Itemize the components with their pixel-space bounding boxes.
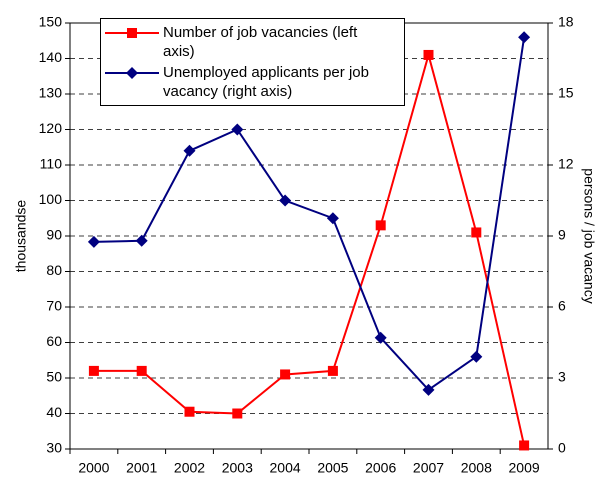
x-tick-label: 2000: [78, 460, 109, 476]
series-line: [93, 51, 526, 446]
marker: [126, 67, 138, 79]
marker: [326, 212, 339, 225]
marker: [87, 235, 100, 248]
marker: [280, 369, 291, 380]
series-line: [93, 37, 526, 392]
marker: [183, 144, 196, 157]
x-tick-label: 2002: [174, 460, 205, 476]
y-tick-label: 90: [46, 227, 62, 243]
y-tick-label: 120: [39, 120, 63, 136]
marker: [327, 365, 338, 376]
y-tick-label: 40: [46, 404, 62, 420]
x-tick-label: 2007: [413, 460, 444, 476]
legend-label: Unemployed applicants per job vacancy (r…: [163, 64, 369, 100]
legend: Number of job vacancies (left axis) Unemp…: [100, 18, 405, 106]
x-tick-label: 2003: [222, 460, 253, 476]
y-tick-label: 60: [46, 333, 62, 349]
x-tick-label: 2008: [461, 460, 492, 476]
marker: [518, 31, 531, 44]
marker: [471, 227, 482, 238]
marker: [374, 331, 387, 344]
x-tick-label: 2001: [126, 460, 157, 476]
legend-item: Unemployed applicants per job vacancy (r…: [101, 63, 404, 101]
y-tick-label: 30: [46, 440, 62, 456]
legend-item: Number of job vacancies (left axis): [101, 23, 404, 61]
x-tick-label: 2009: [509, 460, 540, 476]
marker: [231, 123, 244, 136]
marker: [88, 365, 99, 376]
legend-key: [105, 28, 159, 38]
y2-tick-label: 15: [558, 85, 574, 101]
marker: [519, 440, 530, 451]
marker: [232, 408, 243, 419]
marker: [422, 383, 435, 396]
marker: [184, 406, 195, 417]
marker: [279, 194, 292, 207]
y2-tick-label: 9: [558, 227, 566, 243]
y2-tick-label: 18: [558, 14, 574, 30]
y-tick-label: 50: [46, 369, 62, 385]
legend-key: [105, 67, 159, 79]
y-tick-label: 70: [46, 298, 62, 314]
x-tick-label: 2004: [270, 460, 301, 476]
y2-tick-label: 0: [558, 440, 566, 456]
y-tick-label: 80: [46, 262, 62, 278]
y2-tick-label: 3: [558, 369, 566, 385]
marker: [375, 220, 386, 231]
y2-tick-label: 12: [558, 156, 574, 172]
y-tick-label: 110: [40, 156, 63, 172]
x-tick-label: 2006: [365, 460, 396, 476]
y2-tick-label: 6: [558, 298, 566, 314]
y2-axis-title: persons / job vacancy: [581, 168, 597, 303]
y-tick-label: 100: [39, 191, 63, 207]
marker: [127, 28, 137, 38]
marker: [470, 350, 483, 363]
y-tick-label: 140: [39, 49, 63, 65]
marker: [136, 365, 147, 376]
y-tick-label: 150: [39, 14, 63, 30]
marker: [423, 49, 434, 60]
y-axis-title: thousandse: [13, 200, 29, 273]
marker: [135, 234, 148, 247]
legend-label: Number of job vacancies (left axis): [163, 24, 358, 60]
y-tick-label: 130: [39, 85, 63, 101]
x-tick-label: 2005: [317, 460, 348, 476]
